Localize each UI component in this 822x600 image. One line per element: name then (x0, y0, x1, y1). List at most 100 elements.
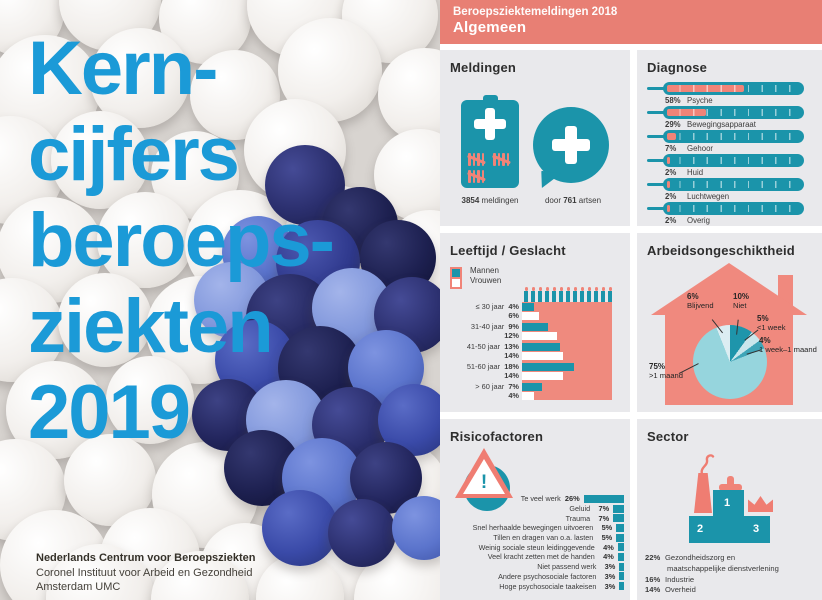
risk-row: Tillen en dragen van o.a. lasten 5% (448, 533, 624, 543)
factory-smoke-icon (700, 454, 715, 475)
risk-row: Trauma 7% (448, 513, 624, 523)
pie-label-blijvend: 6% Blijvend (687, 292, 714, 310)
thermometer-bar (663, 202, 804, 215)
header-title: Algemeen (453, 19, 527, 36)
pie-label-gt1maand: 75% >1 maand (649, 362, 683, 380)
cover-title: Kern- cijfers beroeps- ziekten 2019 (28, 26, 335, 456)
white-ball (106, 356, 194, 444)
panel-arbeidsongeschiktheid: Arbeidsongeschiktheid 6% Blijvend 10% Niet… (637, 233, 822, 412)
candle (594, 287, 598, 302)
blue-ball (392, 496, 440, 560)
bar-mannen (522, 363, 575, 371)
crown-icon (748, 496, 773, 512)
thermometer-stem (647, 87, 669, 90)
bar-vrouwen (522, 312, 540, 320)
diagnose-label: 2% Luchtwegen (665, 191, 730, 201)
pie-label-lt1week: 5% <1 week (757, 314, 786, 332)
panel-sector: Sector 1 2 3 22% Gezondheidszorg en maats… (637, 419, 822, 600)
candle (580, 287, 584, 302)
thermometer-stem (647, 183, 669, 186)
podium-first-place (713, 490, 744, 520)
risk-row: Andere psychosociale factoren 3% (448, 572, 624, 582)
thermometer-stem (647, 111, 669, 114)
candle (545, 287, 549, 302)
thermometer-bar (663, 106, 804, 119)
disability-pie-chart (693, 325, 767, 399)
blue-ball (262, 490, 338, 566)
exclamation-mark: ! (480, 472, 488, 493)
risk-row: Niet passend werk 3% (448, 562, 624, 572)
diagnose-row: 2% Huid (647, 154, 815, 178)
candle (587, 287, 591, 302)
bar-mannen (522, 303, 534, 311)
panel-leeftijd-geslacht: Leeftijd / Geslacht Mannen Vrouwen ≤ 30 … (440, 233, 630, 412)
cover-title-line: ziekten (28, 284, 274, 369)
legend-swatch-vrouwen (450, 276, 462, 289)
candle (559, 287, 563, 302)
age-group-label: 51-60 jaar 18% 14% (466, 362, 519, 381)
panel-meldingen: Meldingen 3854 meldingen door 761 artsen (440, 50, 630, 226)
sector-item: 22% Gezondheidszorg en (645, 553, 736, 562)
sector-ranking-list: 22% Gezondheidszorg en maatschappelijke d… (645, 553, 779, 596)
panel-risicofactoren: Risicofactoren ! Te veel werk 26% Geluid 7… (440, 419, 630, 600)
panel-title: Leeftijd / Geslacht (450, 243, 566, 258)
diagnose-row: 2% Overig (647, 202, 815, 226)
diagnose-label: 2% Huid (665, 167, 704, 177)
panel-title: Meldingen (450, 60, 517, 75)
panel-title: Risicofactoren (450, 429, 544, 444)
candle (566, 287, 570, 302)
tally-marks-icon (492, 153, 512, 166)
thermometer-bar (663, 82, 804, 95)
legend-label-mannen: Mannen (470, 266, 499, 275)
diagnose-label: 7% Gehoor (665, 143, 714, 153)
diagnose-row: 2% Luchtwegen (647, 178, 815, 202)
pie-label-niet: 10% Niet (733, 292, 750, 310)
bar-vrouwen (522, 332, 557, 340)
podium-number-1: 1 (724, 497, 731, 509)
candle (552, 287, 556, 302)
medical-cross-icon (474, 108, 506, 140)
risk-row: Veel kracht zetten met de handen 4% (448, 552, 624, 562)
age-group-label: 31-40 jaar 9% 12% (470, 322, 519, 341)
healthcare-cross-icon (719, 476, 742, 499)
thermometer-stem (647, 135, 669, 138)
legend-label-vrouwen: Vrouwen (470, 276, 502, 285)
reports-count: 3854 meldingen (461, 196, 519, 205)
risk-row: Geluid 7% (448, 504, 624, 514)
cover-title-line: 2019 (28, 370, 191, 455)
risk-row: Snel herhaalde bewegingen uitvoeren 5% (448, 523, 624, 533)
sector-item: 16% Industrie (645, 574, 695, 584)
bar-mannen (522, 323, 549, 331)
header-subtitle: Beroepsziektemeldingen 2018 (453, 6, 618, 18)
diagnose-label: 58% Psyche (665, 95, 713, 105)
sector-item-line2: maatschappelijke dienstverlening (667, 563, 779, 573)
cover-title-line: Kern- (28, 26, 218, 111)
candle (531, 287, 535, 302)
diagnose-row: 7% Gehoor (647, 130, 815, 154)
diagnose-row: 29% Bewegingsapparaat (647, 106, 815, 130)
bar-vrouwen (522, 372, 563, 380)
thermometer-bar (663, 130, 804, 143)
bar-mannen (522, 343, 560, 351)
bar-vrouwen (522, 352, 563, 360)
age-gender-chart: ≤ 30 jaar 4% 6% 31-40 jaar 9% 12% 41-50 ja… (448, 285, 624, 405)
organisation-name: Nederlands Centrum voor Beroepsziekten (36, 552, 256, 564)
cover-photo: Kern- cijfers beroeps- ziekten 2019 Nede… (0, 0, 440, 600)
candle (608, 287, 612, 302)
candle (524, 287, 528, 302)
risk-row: Te veel werk 26% (448, 494, 624, 504)
organisation-umc: Amsterdam UMC (36, 581, 121, 593)
panel-title: Diagnose (647, 60, 708, 75)
thermometer-stem (647, 159, 669, 162)
organisation-institute: Coronel Instituut voor Arbeid en Gezondh… (36, 566, 253, 579)
cover-title-line: beroeps- (28, 198, 335, 283)
pie-label-1week-1maand: 4% 1 week–1 maand (759, 336, 817, 354)
panel-diagnose: Diagnose 58% Psyche 29% Bewegingsapparaat … (637, 50, 822, 226)
diagnose-label: 2% Overig (665, 215, 710, 225)
tally-marks-icon (467, 153, 487, 166)
white-ball (97, 192, 193, 288)
doctors-count: door 761 artsen (544, 196, 602, 205)
organisation-footer: Nederlands Centrum voor Beroepsziekten C… (36, 551, 255, 595)
candle (573, 287, 577, 302)
